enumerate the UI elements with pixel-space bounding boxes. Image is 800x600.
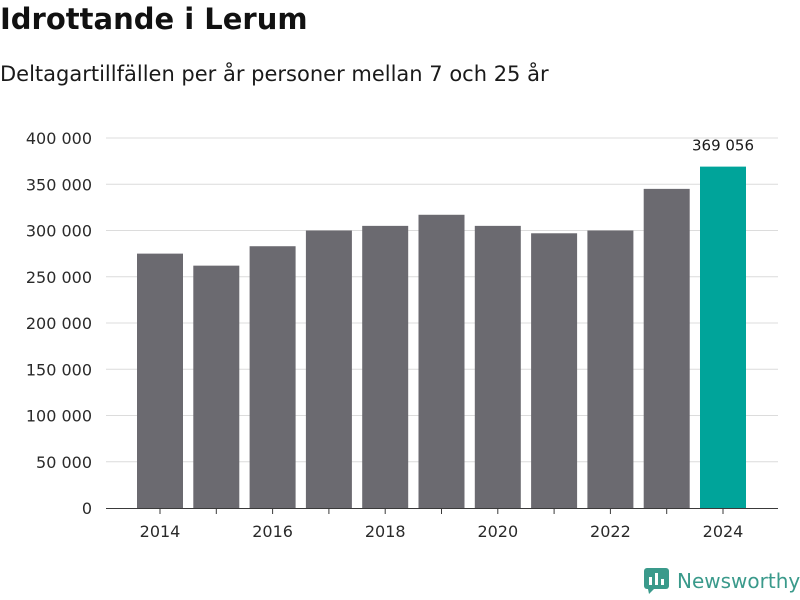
bar bbox=[474, 225, 521, 508]
brand: Newsworthy bbox=[644, 568, 800, 594]
bar bbox=[418, 214, 465, 508]
bar bbox=[137, 253, 183, 508]
newsworthy-logo-icon bbox=[644, 568, 669, 594]
brand-name: Newsworthy bbox=[677, 569, 800, 593]
y-tick-label: 0 bbox=[82, 499, 92, 518]
y-tick-label: 300 000 bbox=[26, 222, 92, 241]
bar bbox=[305, 230, 352, 508]
y-tick-label: 150 000 bbox=[26, 360, 92, 379]
y-tick-label: 400 000 bbox=[26, 129, 92, 148]
data-label: 369 056 bbox=[692, 137, 754, 155]
chart-subtitle: Deltagartillfällen per år personer mella… bbox=[0, 62, 549, 86]
y-tick-label: 200 000 bbox=[26, 314, 92, 333]
x-tick-label: 2022 bbox=[590, 522, 631, 541]
bar bbox=[193, 265, 240, 508]
chart-title: Idrottande i Lerum bbox=[0, 2, 308, 36]
bar bbox=[700, 166, 746, 508]
x-tick-label: 2024 bbox=[703, 522, 744, 541]
bar bbox=[587, 230, 634, 508]
y-tick-label: 100 000 bbox=[26, 407, 92, 426]
y-tick-label: 50 000 bbox=[36, 453, 92, 472]
x-tick-label: 2016 bbox=[252, 522, 293, 541]
bar bbox=[643, 188, 690, 508]
x-tick-label: 2014 bbox=[140, 522, 181, 541]
x-tick-label: 2018 bbox=[365, 522, 406, 541]
bar bbox=[249, 246, 296, 508]
bar bbox=[362, 225, 409, 508]
y-tick-label: 250 000 bbox=[26, 268, 92, 287]
x-tick-label: 2020 bbox=[477, 522, 518, 541]
bar bbox=[531, 233, 578, 508]
y-tick-label: 350 000 bbox=[26, 175, 92, 194]
